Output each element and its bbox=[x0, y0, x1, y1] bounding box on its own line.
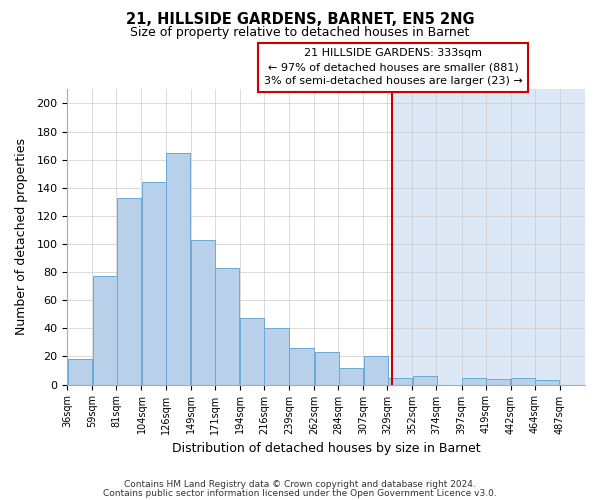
Text: Contains HM Land Registry data © Crown copyright and database right 2024.: Contains HM Land Registry data © Crown c… bbox=[124, 480, 476, 489]
Bar bbox=[535, 380, 559, 384]
Bar bbox=[264, 328, 289, 384]
Bar bbox=[215, 268, 239, 384]
Bar bbox=[191, 240, 215, 384]
Bar bbox=[486, 379, 510, 384]
Bar bbox=[68, 360, 92, 384]
Bar bbox=[142, 182, 166, 384]
Bar bbox=[240, 318, 265, 384]
Bar bbox=[166, 152, 190, 384]
Bar bbox=[364, 356, 388, 384]
Bar bbox=[338, 368, 363, 384]
Text: 21, HILLSIDE GARDENS, BARNET, EN5 2NG: 21, HILLSIDE GARDENS, BARNET, EN5 2NG bbox=[125, 12, 475, 26]
Bar bbox=[314, 352, 339, 384]
Text: 21 HILLSIDE GARDENS: 333sqm
← 97% of detached houses are smaller (881)
3% of sem: 21 HILLSIDE GARDENS: 333sqm ← 97% of det… bbox=[264, 48, 523, 86]
Bar bbox=[117, 198, 141, 384]
Text: Size of property relative to detached houses in Barnet: Size of property relative to detached ho… bbox=[130, 26, 470, 39]
Bar bbox=[462, 378, 486, 384]
Bar bbox=[93, 276, 117, 384]
Bar bbox=[392, 90, 585, 385]
Bar bbox=[388, 378, 412, 384]
Bar bbox=[413, 376, 437, 384]
Bar bbox=[511, 378, 535, 384]
X-axis label: Distribution of detached houses by size in Barnet: Distribution of detached houses by size … bbox=[172, 442, 481, 455]
Y-axis label: Number of detached properties: Number of detached properties bbox=[15, 138, 28, 336]
Bar bbox=[289, 348, 314, 385]
Text: Contains public sector information licensed under the Open Government Licence v3: Contains public sector information licen… bbox=[103, 488, 497, 498]
